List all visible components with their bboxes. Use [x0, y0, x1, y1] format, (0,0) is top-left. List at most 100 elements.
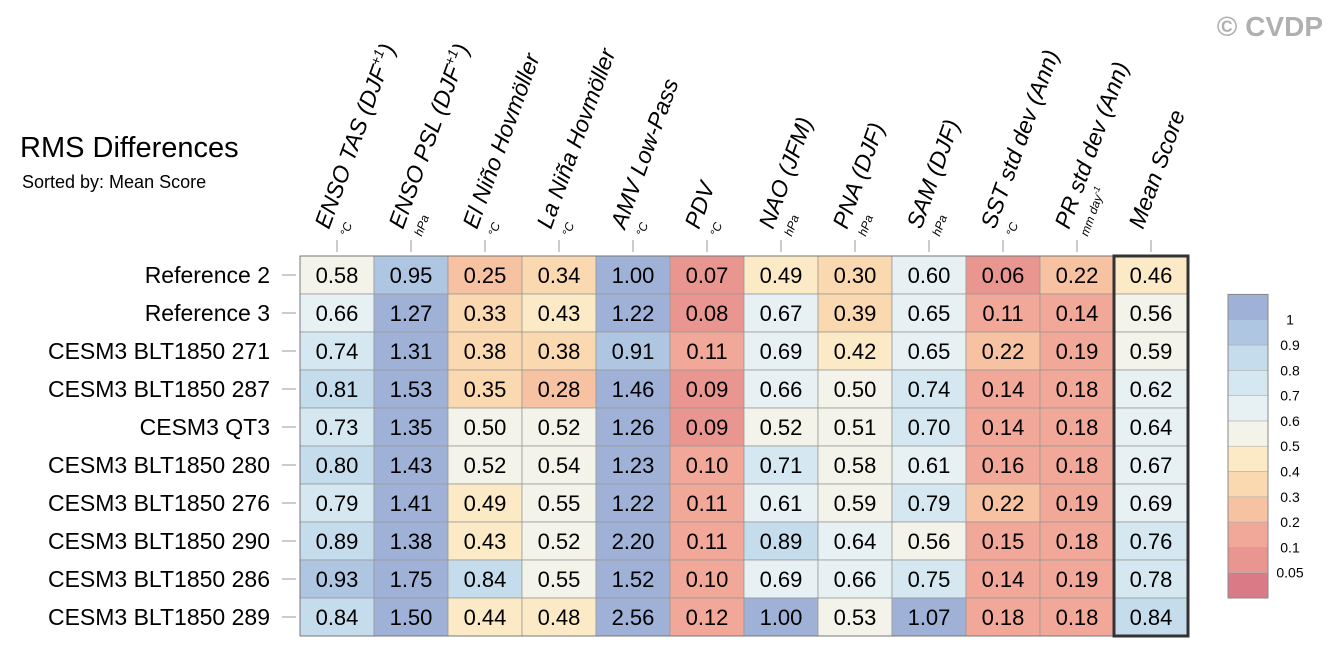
column-unit: °C [337, 220, 355, 238]
cell-value: 0.71 [760, 453, 803, 478]
legend-label: 1 [1286, 312, 1294, 328]
row-label: CESM3 QT3 [140, 414, 270, 440]
legend-swatch [1227, 572, 1269, 599]
cell-value: 0.42 [834, 339, 877, 364]
heatmap-cell [743, 559, 819, 599]
cell-value: 0.67 [1130, 453, 1173, 478]
heatmap-cell [447, 293, 523, 333]
cell-value: 0.12 [686, 605, 729, 630]
heatmap-cell [299, 293, 375, 333]
heatmap-cell [743, 521, 819, 561]
heatmap-cell [669, 597, 745, 637]
cell-value: 0.62 [1130, 377, 1173, 402]
cell-value: 0.10 [686, 453, 729, 478]
column-unit: hPa [781, 213, 802, 238]
row-label: CESM3 BLT1850 271 [48, 338, 270, 364]
cell-value: 0.18 [1056, 377, 1099, 402]
heatmap-cell [299, 445, 375, 485]
cell-value: 0.07 [686, 263, 729, 288]
heatmap-cell [1039, 369, 1115, 409]
cell-value: 0.91 [612, 339, 655, 364]
heatmap-cell [891, 369, 967, 409]
legend-label: 0.1 [1280, 539, 1300, 555]
column-unit: hPa [411, 213, 432, 238]
cell-value: 0.11 [686, 529, 727, 554]
cell-value: 1.50 [390, 605, 433, 630]
cell-value: 0.11 [686, 491, 727, 516]
cell-value: 0.66 [760, 377, 803, 402]
cell-value: 0.74 [908, 377, 951, 402]
cell-value: 0.11 [982, 301, 1023, 326]
cell-value: 1.35 [390, 415, 433, 440]
heatmap-cell [817, 483, 893, 523]
cell-value: 0.43 [538, 301, 581, 326]
heatmap-cell [595, 559, 671, 599]
heatmap-cell [965, 445, 1041, 485]
cell-value: 0.30 [834, 263, 877, 288]
heatmap-cell [965, 483, 1041, 523]
cell-value: 0.53 [834, 605, 877, 630]
chart-subtitle: Sorted by: Mean Score [22, 172, 206, 192]
heatmap-cell [521, 521, 597, 561]
column-header-label: ENSO TAS (DJF+1) [308, 40, 400, 232]
cell-value: 0.14 [982, 377, 1025, 402]
cell-value: 0.89 [316, 529, 359, 554]
color-legend: 0.05 0.1 0.2 0.3 0.4 0.5 0.6 0.7 0.8 0.9 1 [1227, 293, 1304, 599]
cell-value: 0.56 [1130, 301, 1173, 326]
heatmap-cell [669, 559, 745, 599]
cell-value: 1.00 [760, 605, 803, 630]
column-unit: °C [485, 220, 503, 238]
heatmap-cell [669, 407, 745, 447]
heatmap-cell [817, 293, 893, 333]
row-label: CESM3 BLT1850 280 [48, 452, 270, 478]
cell-value: 0.16 [982, 453, 1025, 478]
cell-value: 1.52 [612, 567, 655, 592]
heatmap-cell [595, 293, 671, 333]
cell-value: 0.66 [316, 301, 359, 326]
legend-label: 0.4 [1280, 464, 1300, 480]
cell-value: 1.43 [390, 453, 433, 478]
heatmap-cell [1113, 597, 1189, 637]
cell-value: 0.52 [538, 415, 581, 440]
heatmap-cell [595, 407, 671, 447]
heatmap-cell [595, 445, 671, 485]
column-header-label: AMV Low-Pass [605, 75, 684, 234]
chart-title: RMS Differences [20, 132, 239, 164]
cell-value: 1.22 [612, 491, 655, 516]
heatmap-cells: 0.58 0.95 0.25 0.34 1.00 0.07 0.49 0.30 0.60 0.06… [299, 254, 1190, 638]
column-header-label: SAM (DJF) [901, 116, 964, 232]
column-header: PDV°C [679, 176, 725, 238]
row-label: CESM3 BLT1850 289 [48, 604, 270, 630]
cell-value: 2.56 [612, 605, 655, 630]
cell-value: 0.74 [316, 339, 359, 364]
legend-border [1227, 293, 1269, 599]
cell-value: 0.67 [760, 301, 803, 326]
cell-value: 0.44 [464, 605, 507, 630]
cell-value: 2.20 [612, 529, 655, 554]
heatmap-cell [373, 407, 449, 447]
cell-value: 0.50 [464, 415, 507, 440]
cell-value: 0.58 [834, 453, 877, 478]
cell-value: 0.09 [686, 377, 729, 402]
cell-value: 1.00 [612, 263, 655, 288]
legend-swatch [1227, 294, 1269, 320]
cell-value: 1.23 [612, 453, 655, 478]
cell-value: 0.79 [316, 491, 359, 516]
cell-value: 0.66 [834, 567, 877, 592]
cell-value: 0.54 [538, 453, 581, 478]
heatmap-cell [595, 597, 671, 637]
cell-value: 1.53 [390, 377, 433, 402]
heatmap-cell [743, 369, 819, 409]
heatmap-cell [743, 483, 819, 523]
heatmap-cell [817, 369, 893, 409]
cell-value: 0.18 [1056, 529, 1099, 554]
cell-value: 0.11 [686, 339, 727, 364]
cell-value: 0.56 [908, 529, 951, 554]
cell-value: 0.08 [686, 301, 729, 326]
column-header: PNA (DJF)hPa [827, 119, 889, 238]
heatmap-cell [965, 407, 1041, 447]
column-header-label: ENSO PSL (DJF+1) [382, 40, 474, 232]
legend-label: 0.8 [1280, 362, 1300, 378]
column-header-label: PNA (DJF) [827, 119, 889, 232]
cell-value: 1.07 [908, 605, 951, 630]
